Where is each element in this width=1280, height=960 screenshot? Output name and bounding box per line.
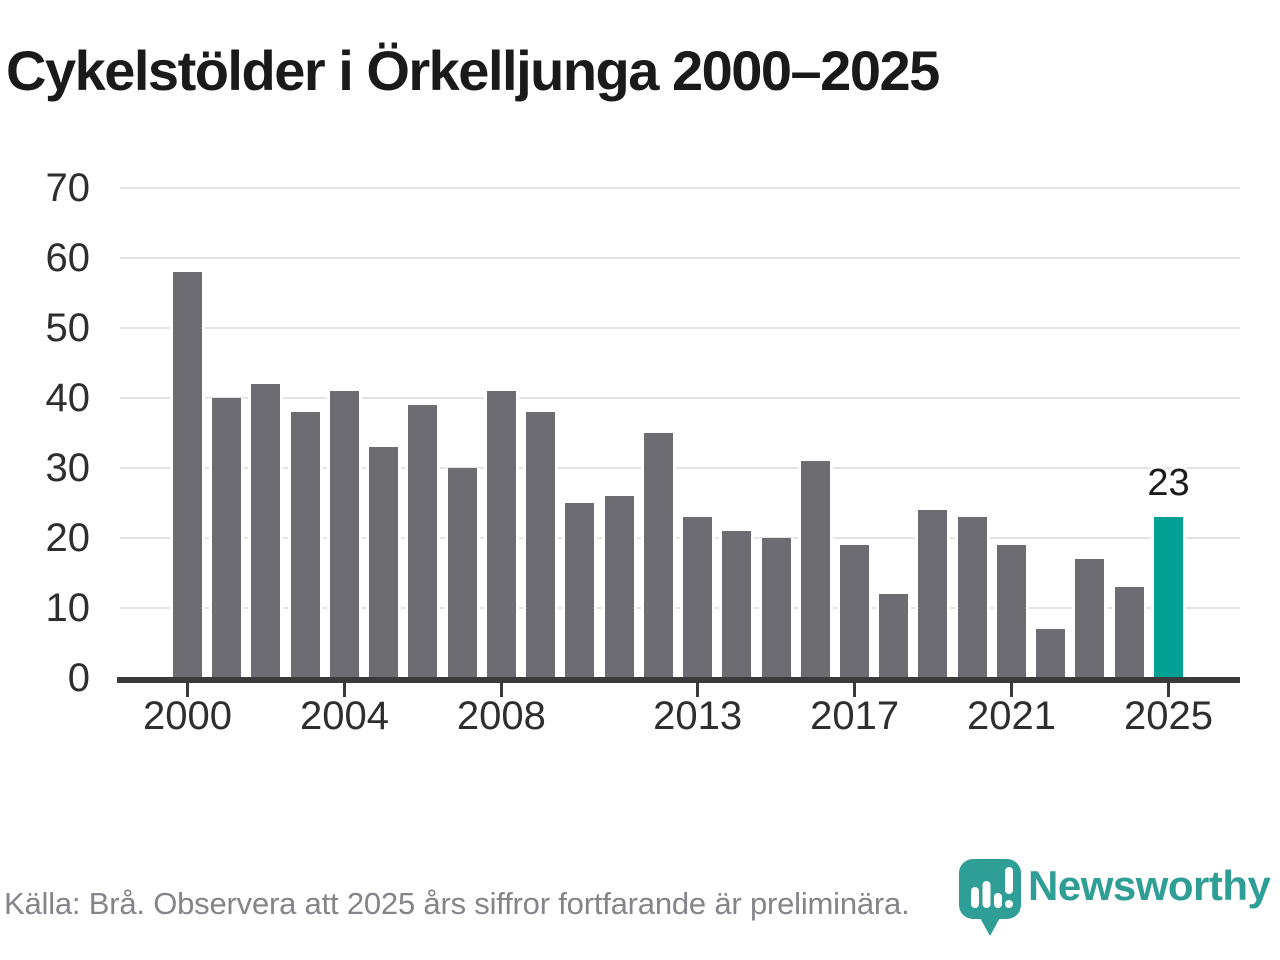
- bar-2009: [523, 412, 559, 678]
- gridline-30: [120, 467, 1240, 469]
- y-axis-label-70: 70: [45, 166, 91, 210]
- x-tick-2017: [853, 683, 857, 697]
- bar-2023: [1072, 559, 1108, 678]
- x-axis-line: [117, 677, 1240, 683]
- gridline-60: [120, 257, 1240, 259]
- logo-bar-1: [971, 887, 979, 908]
- source-note: Källa: Brå. Observera att 2025 års siffr…: [4, 886, 910, 921]
- bar-2015: [758, 538, 794, 678]
- x-axis-label-2004: 2004: [299, 694, 389, 738]
- y-axis-label-50: 50: [45, 306, 91, 350]
- newsworthy-logo: Newsworthy: [958, 858, 1278, 942]
- bar-2005: [366, 447, 402, 678]
- bar-2002: [248, 384, 284, 678]
- bar-2025: [1150, 517, 1186, 678]
- bar-2019: [915, 510, 951, 678]
- bar-2014: [719, 531, 755, 678]
- gridline-20: [120, 537, 1240, 539]
- y-axis-label-10: 10: [45, 586, 91, 630]
- bar-2003: [287, 412, 323, 678]
- x-axis-label-2025: 2025: [1124, 694, 1213, 738]
- bar-2000: [170, 272, 205, 678]
- newsworthy-wordmark: Newsworthy: [1028, 862, 1271, 909]
- chart-title: Cykelstölder i Örkelljunga 2000–2025: [6, 39, 940, 102]
- bar-2004: [326, 391, 362, 678]
- x-axis-label-2000: 2000: [143, 694, 232, 738]
- bars-container: [170, 188, 1186, 678]
- y-axis-label-60: 60: [45, 236, 91, 280]
- bar-2022: [1033, 629, 1069, 678]
- gridline-70: [120, 187, 1240, 189]
- bar-2011: [601, 496, 637, 678]
- x-tick-2000: [186, 683, 189, 697]
- y-axis-label-20: 20: [45, 516, 91, 560]
- bar-2018: [876, 594, 912, 678]
- gridline-40: [120, 397, 1240, 399]
- logo-exclamation-bar: [1005, 867, 1013, 894]
- gridline-10: [120, 607, 1240, 609]
- y-axis-label-0: 0: [67, 656, 90, 700]
- gridline-50: [120, 327, 1240, 329]
- bar-2006: [405, 405, 441, 678]
- bar-2016: [797, 461, 833, 678]
- bar-2007: [444, 468, 480, 678]
- bar-2013: [680, 517, 716, 678]
- logo-bar-3: [994, 893, 1002, 908]
- bar-2020: [954, 517, 990, 678]
- x-tick-2021: [1010, 683, 1014, 697]
- x-tick-2008: [499, 683, 503, 697]
- x-axis-label-2021: 2021: [967, 694, 1057, 738]
- x-axis-label-2017: 2017: [810, 694, 900, 738]
- x-axis-label-2008: 2008: [456, 694, 546, 738]
- highlight-value-label: 23: [1147, 462, 1190, 504]
- newsworthy-bubble-barchart-icon: [959, 859, 1021, 936]
- bar-2017: [836, 545, 872, 678]
- bar-2010: [562, 503, 598, 678]
- x-tick-2025: [1167, 683, 1170, 697]
- bar-2021: [993, 545, 1029, 678]
- bar-2008: [483, 391, 519, 678]
- x-axis-label-2013: 2013: [653, 694, 743, 738]
- logo-bar-2: [982, 881, 991, 908]
- bar-2024: [1111, 587, 1147, 678]
- bar-2012: [640, 433, 676, 678]
- x-tick-2004: [342, 683, 346, 697]
- bar-2001: [209, 398, 245, 678]
- y-axis-label-40: 40: [45, 376, 91, 420]
- y-axis-label-30: 30: [45, 446, 91, 490]
- x-tick-2013: [696, 683, 700, 697]
- logo-exclamation-dot: [1005, 900, 1013, 908]
